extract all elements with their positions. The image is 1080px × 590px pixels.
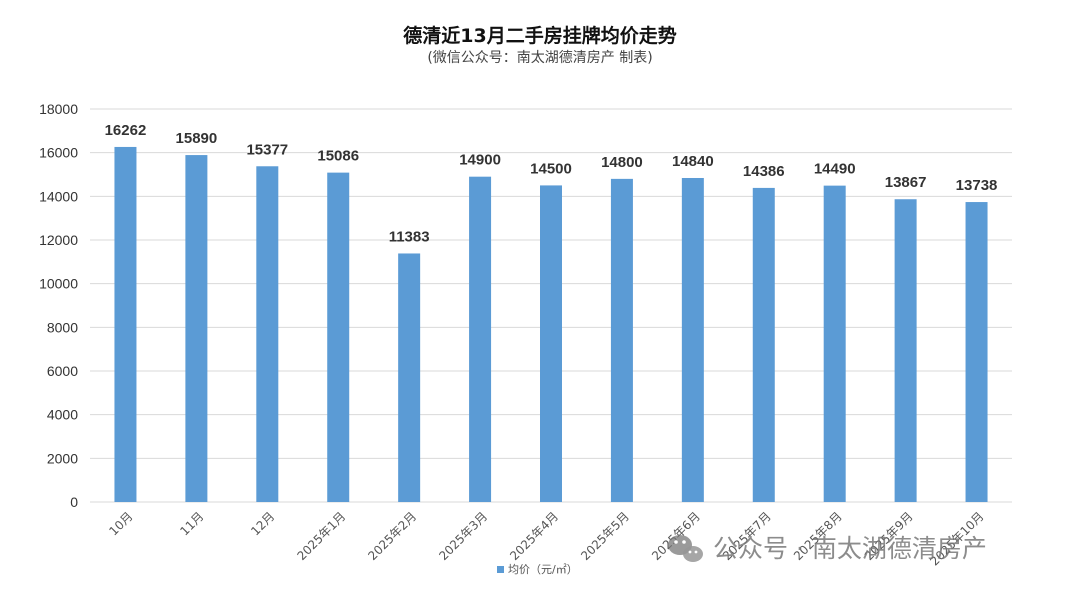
bar xyxy=(752,187,775,502)
data-label: 13867 xyxy=(885,174,927,191)
y-tick-label: 12000 xyxy=(39,232,78,248)
legend-swatch xyxy=(497,566,504,573)
legend: 均价（元/㎡） xyxy=(497,563,578,576)
y-tick-label: 16000 xyxy=(39,145,78,161)
x-tick-label: 2025年1月 xyxy=(294,509,348,563)
data-label: 13738 xyxy=(956,177,998,194)
y-tick-label: 0 xyxy=(70,494,78,510)
y-tick-label: 6000 xyxy=(47,363,78,379)
y-tick-label: 8000 xyxy=(47,319,78,335)
x-tick-label: 10月 xyxy=(106,509,135,538)
legend-label: 均价（元/㎡） xyxy=(508,563,578,576)
bar xyxy=(327,172,350,503)
bar xyxy=(185,155,208,502)
bar xyxy=(469,176,492,502)
chart-title: 德清近13月二手房挂牌均价走势 xyxy=(403,24,676,47)
watermark: 公众号 · 南太湖德清房产 xyxy=(668,534,987,563)
data-label: 14500 xyxy=(530,160,572,177)
x-tick-label: 11月 xyxy=(177,509,206,538)
chart-subtitle: (微信公众号：南太湖德清房产 制表) xyxy=(427,50,652,66)
bar xyxy=(610,178,633,502)
x-tick-label: 2025年3月 xyxy=(436,509,490,563)
x-tick-label: 2025年2月 xyxy=(365,509,419,563)
y-tick-label: 10000 xyxy=(39,276,78,292)
data-label: 14386 xyxy=(743,163,785,180)
wechat-icon xyxy=(668,535,703,562)
x-tick-label: 2025年5月 xyxy=(578,509,632,563)
bar xyxy=(965,202,988,503)
watermark-text: 公众号 · 南太湖德清房产 xyxy=(713,534,987,563)
data-label: 14490 xyxy=(814,161,856,178)
bar xyxy=(823,185,846,502)
x-tick-label: 2025年4月 xyxy=(507,509,561,563)
bar xyxy=(681,177,704,502)
bar xyxy=(398,253,421,502)
x-tick-label: 12月 xyxy=(248,509,277,538)
data-label: 11383 xyxy=(389,228,430,245)
data-label: 15890 xyxy=(176,130,218,147)
bar xyxy=(114,146,137,502)
bar xyxy=(894,199,917,502)
y-axis-ticks: 0 2000 4000 6000 8000 10000 12000 14000 16000 180… xyxy=(39,101,78,510)
data-label: 14800 xyxy=(601,154,643,171)
bar xyxy=(256,166,279,502)
y-tick-label: 14000 xyxy=(39,188,78,204)
data-label: 16262 xyxy=(105,122,147,139)
data-label: 14900 xyxy=(459,152,501,169)
data-labels: 16262 15890 15377 15086 11383 14900 14500 14800… xyxy=(105,122,998,246)
bar xyxy=(540,185,562,502)
bars xyxy=(114,146,988,503)
data-label: 15086 xyxy=(317,148,359,165)
y-tick-label: 2000 xyxy=(47,450,78,466)
y-tick-label: 18000 xyxy=(39,101,78,117)
data-label: 14840 xyxy=(672,153,714,170)
y-tick-label: 4000 xyxy=(47,407,78,423)
data-label: 15377 xyxy=(246,141,288,158)
